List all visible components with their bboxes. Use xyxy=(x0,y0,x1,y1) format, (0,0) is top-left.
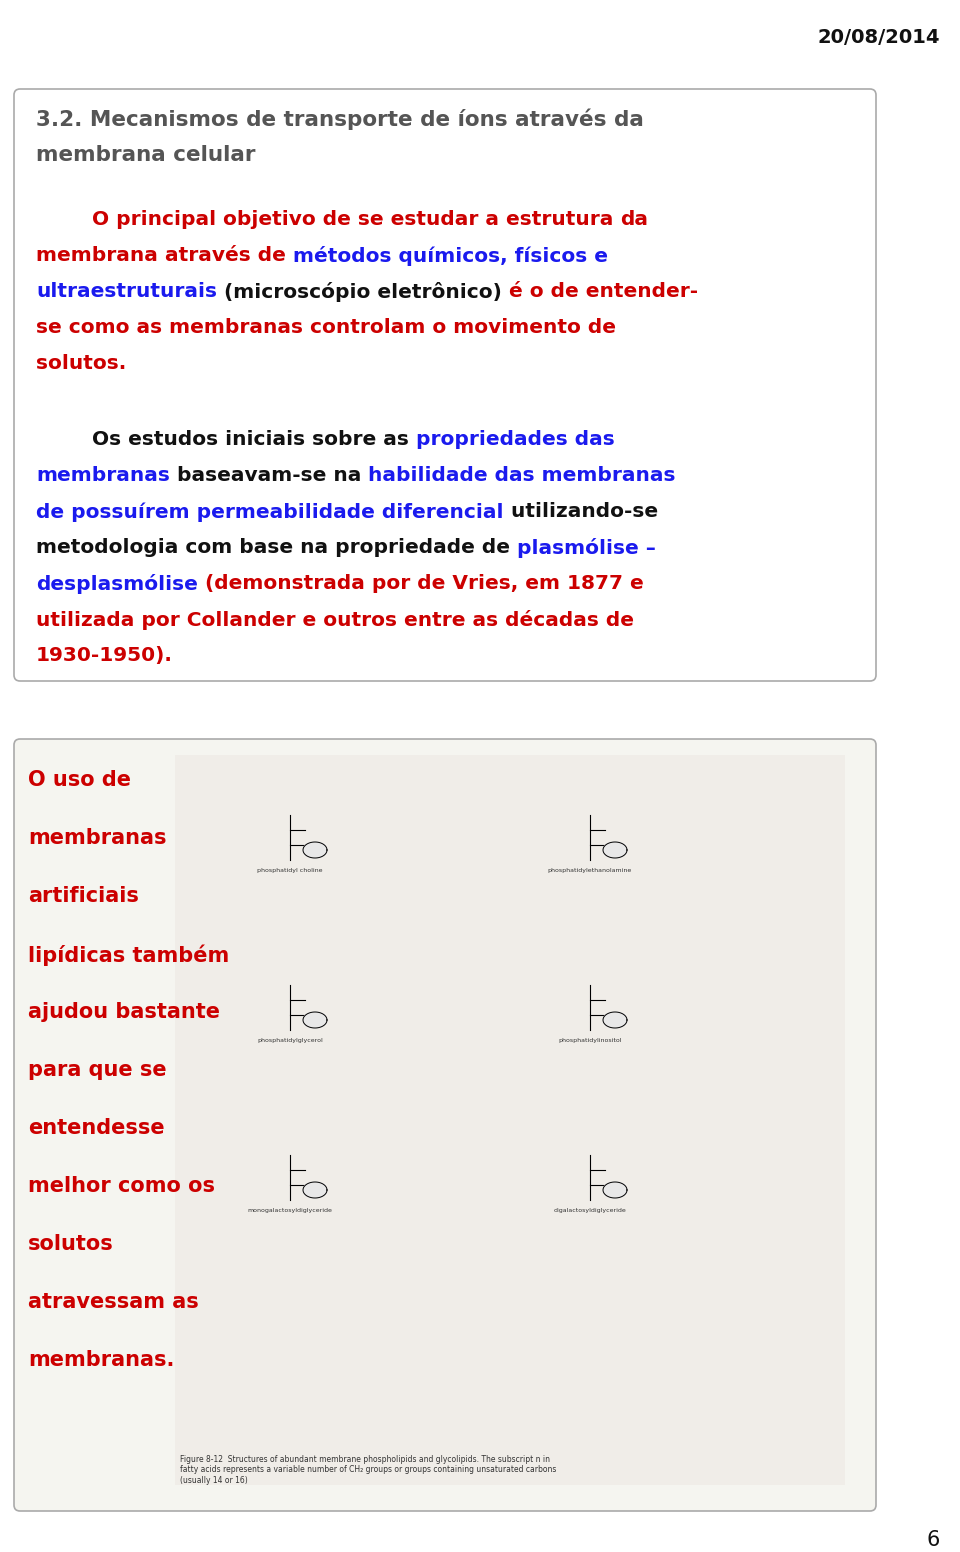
FancyBboxPatch shape xyxy=(175,754,845,1485)
Text: desplasmólise: desplasmólise xyxy=(36,574,198,594)
Text: métodos químicos, físicos e: métodos químicos, físicos e xyxy=(293,247,608,265)
Text: se como as membranas controlam o movimento de: se como as membranas controlam o movimen… xyxy=(36,318,616,337)
Polygon shape xyxy=(603,1012,627,1027)
Text: ultraestruturais: ultraestruturais xyxy=(36,282,217,301)
Text: phosphatidylglycerol: phosphatidylglycerol xyxy=(257,1038,323,1043)
Polygon shape xyxy=(303,843,327,858)
Text: membrana: membrana xyxy=(36,247,165,265)
Text: ajudou bastante: ajudou bastante xyxy=(28,1003,220,1023)
Text: metodologia com base na propriedade de: metodologia com base na propriedade de xyxy=(36,539,517,557)
Text: 3.2. Mecanismos de transporte de íons através da: 3.2. Mecanismos de transporte de íons at… xyxy=(36,109,644,129)
Text: atravessam as: atravessam as xyxy=(28,1291,199,1311)
Text: phosphatidyl choline: phosphatidyl choline xyxy=(257,868,323,872)
Text: membranas.: membranas. xyxy=(28,1350,175,1370)
Text: membranas: membranas xyxy=(28,829,166,847)
Text: O uso de: O uso de xyxy=(28,770,131,790)
Text: melhor como os: melhor como os xyxy=(28,1176,215,1197)
Text: (microscópio eletrônico): (microscópio eletrônico) xyxy=(217,282,509,303)
Text: lipídicas também: lipídicas também xyxy=(28,944,229,965)
Text: é o de entender-: é o de entender- xyxy=(509,282,698,301)
Text: 20/08/2014: 20/08/2014 xyxy=(818,28,940,47)
Text: membranas: membranas xyxy=(36,466,170,484)
Text: para que se: para que se xyxy=(28,1060,167,1080)
Text: plasmólise –: plasmólise – xyxy=(517,539,656,559)
Text: através de: através de xyxy=(165,247,293,265)
Text: Figure 8-12  Structures of abundant membrane phospholipids and glycolipids. The : Figure 8-12 Structures of abundant membr… xyxy=(180,1456,557,1485)
Text: phosphatidylethanolamine: phosphatidylethanolamine xyxy=(548,868,632,872)
Polygon shape xyxy=(603,843,627,858)
Text: da: da xyxy=(620,210,649,230)
FancyBboxPatch shape xyxy=(14,88,876,681)
Text: propriedades das: propriedades das xyxy=(416,430,614,449)
Polygon shape xyxy=(603,1183,627,1198)
Text: habilidade das membranas: habilidade das membranas xyxy=(369,466,676,484)
Text: de possuírem permeabilidade diferencial: de possuírem permeabilidade diferencial xyxy=(36,501,503,521)
FancyBboxPatch shape xyxy=(14,739,876,1512)
Text: Os estudos iniciais sobre as: Os estudos iniciais sobre as xyxy=(36,430,416,449)
Polygon shape xyxy=(303,1012,327,1027)
Text: solutos: solutos xyxy=(28,1234,113,1254)
Text: utilizando-se: utilizando-se xyxy=(503,501,658,521)
Text: entendesse: entendesse xyxy=(28,1117,164,1138)
Text: (demonstrada por de Vries, em 1877 e: (demonstrada por de Vries, em 1877 e xyxy=(198,574,643,593)
Text: membrana celular: membrana celular xyxy=(36,144,255,165)
Text: utilizada por Collander e outros entre as décadas de: utilizada por Collander e outros entre a… xyxy=(36,610,634,630)
Text: objetivo de se estudar a estrutura: objetivo de se estudar a estrutura xyxy=(216,210,620,230)
Text: 6: 6 xyxy=(926,1530,940,1550)
Text: 1930-1950).: 1930-1950). xyxy=(36,646,173,664)
Text: artificiais: artificiais xyxy=(28,886,139,906)
Text: monogalactosyldiglyceride: monogalactosyldiglyceride xyxy=(248,1207,332,1214)
Text: digalactosyldiglyceride: digalactosyldiglyceride xyxy=(554,1207,626,1214)
Text: solutos.: solutos. xyxy=(36,354,127,372)
Text: baseavam-se na: baseavam-se na xyxy=(170,466,369,484)
Text: O principal: O principal xyxy=(36,210,216,230)
Text: phosphatidylinositol: phosphatidylinositol xyxy=(559,1038,622,1043)
Polygon shape xyxy=(303,1183,327,1198)
